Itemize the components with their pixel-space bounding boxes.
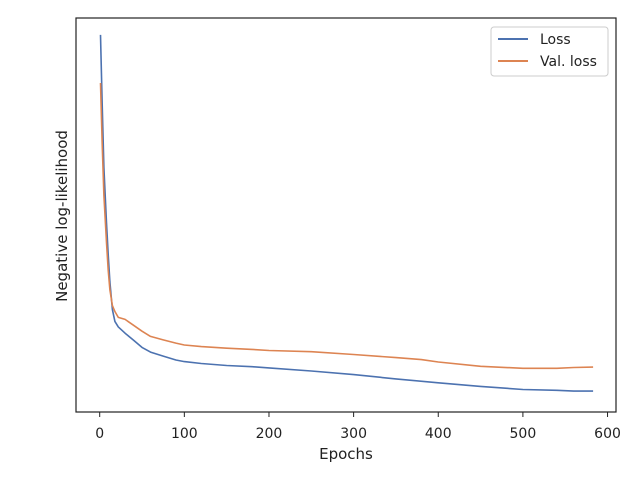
x-axis-label: Epochs [319,445,373,463]
x-tick-label: 200 [256,426,283,442]
plot-area [75,17,617,413]
legend-label-val-loss: Val. loss [540,54,597,70]
legend-label-loss: Loss [540,32,571,48]
series-line-loss [99,34,594,392]
x-tick-label: 300 [340,426,367,442]
series-line-val-loss [99,82,594,370]
x-tick-label: 600 [594,426,621,442]
y-axis-label: Negative log-likelihood [53,130,71,302]
legend: Loss Val. loss [490,26,609,77]
x-tick-label: 400 [425,426,452,442]
x-tick-label: 100 [171,426,198,442]
x-tick-label: 500 [510,426,537,442]
series-layer [99,34,594,392]
x-tick-label: 0 [95,426,104,442]
x-axis-ticks: 0 100 200 300 400 500 600 [95,412,621,442]
